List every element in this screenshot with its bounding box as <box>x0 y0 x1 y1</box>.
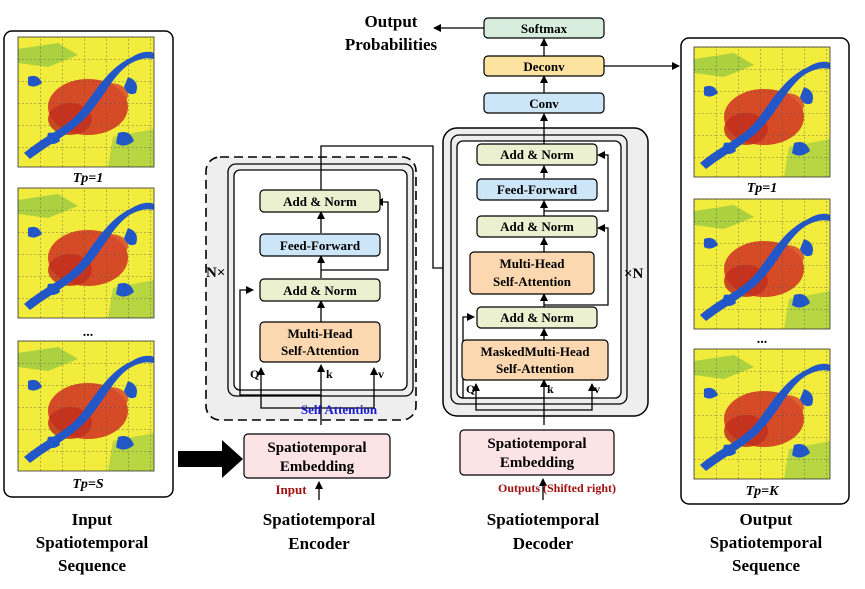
conv-label: Conv <box>529 96 559 111</box>
encoder-self-attention-label-2: Self-Attention <box>281 343 360 358</box>
svg-text:Spatiotemporal: Spatiotemporal <box>487 510 600 529</box>
output-probabilities-label-2: Probabilities <box>345 35 438 54</box>
svg-text:Spatiotemporal: Spatiotemporal <box>36 533 149 552</box>
encoder-add-norm-bottom-label: Add & Norm <box>283 283 357 298</box>
output-panel-caption: Output Spatiotemporal Sequence <box>710 510 823 575</box>
deconv-label: Deconv <box>523 59 565 74</box>
decoder-feed-forward <box>476 178 598 201</box>
encoder-feed-forward <box>259 233 381 257</box>
output-probabilities-label-1: Output <box>365 12 418 31</box>
decoder-feed-forward-label: Feed-Forward <box>497 182 578 197</box>
svg-text:Decoder: Decoder <box>513 534 574 553</box>
svg-text:Sequence: Sequence <box>732 556 800 575</box>
decoder-masked-attention-label-1: MaskedMulti-Head <box>480 344 590 359</box>
encoder-k-label: k <box>326 367 333 381</box>
encoder-add-norm-top-label: Add & Norm <box>283 194 357 209</box>
encoder-feed-forward-label: Feed-Forward <box>280 238 361 253</box>
encoder-caption: Spatiotemporal Encoder <box>263 510 376 553</box>
encoder-v-label: v <box>378 367 384 381</box>
softmax-label: Softmax <box>521 21 568 36</box>
decoder-add-norm-mid <box>476 215 598 238</box>
decoder-caption: Spatiotemporal Decoder <box>487 510 600 553</box>
svg-text:Spatiotemporal: Spatiotemporal <box>263 510 376 529</box>
encoder-embedding <box>243 433 391 479</box>
decoder-k-label: k <box>547 382 554 396</box>
input-map-frame-3 <box>17 340 155 472</box>
decoder-add-norm-bottom <box>476 306 598 329</box>
input-frame-label-ellipsis: ... <box>83 325 94 340</box>
encoder-embedding-label-2: Embedding <box>280 459 355 475</box>
decoder-cross-attention-label-2: Self-Attention <box>493 274 572 289</box>
encoder-repeat-label: N× <box>206 265 225 281</box>
input-panel: Tp=1 ... Tp=S <box>3 30 174 498</box>
output-map-frame-1 <box>693 46 831 178</box>
output-frame-label-last: Tp=K <box>746 484 781 499</box>
encoder-embedding-label-1: Spatiotemporal <box>267 440 366 456</box>
input-panel-caption: Input Spatiotemporal Sequence <box>36 510 149 575</box>
decoder-cross-attention <box>469 251 595 295</box>
encoder-self-attention <box>259 321 381 363</box>
output-frame-label-1: Tp=1 <box>747 181 778 196</box>
encoder-add-norm-bottom <box>259 278 381 302</box>
encoder-block: N× Add & Norm Feed-Forward Add & Norm Mu… <box>205 145 470 425</box>
output-map-frame-2 <box>693 198 831 330</box>
decoder-embedding <box>459 429 615 476</box>
output-head: Conv Deconv Softmax Output Probabilities <box>345 12 680 114</box>
decoder-input-label: Outputs (Shifted right) <box>498 481 616 495</box>
encoder-self-attention-label-1: Multi-Head <box>288 326 354 341</box>
input-to-embedding-arrow <box>178 440 243 478</box>
input-frame-label-last: Tp=S <box>72 477 104 492</box>
svg-text:Encoder: Encoder <box>288 534 350 553</box>
input-map-frame-2 <box>17 187 155 319</box>
input-map-frame-1 <box>17 36 155 168</box>
input-frame-label-1: Tp=1 <box>73 171 104 186</box>
decoder-add-norm-bottom-label: Add & Norm <box>500 310 574 325</box>
output-map-frame-3 <box>693 348 831 480</box>
svg-text:Spatiotemporal: Spatiotemporal <box>710 533 823 552</box>
svg-text:Sequence: Sequence <box>58 556 126 575</box>
svg-text:Input: Input <box>72 510 113 529</box>
decoder-add-norm-top <box>476 143 598 166</box>
decoder-v-label: v <box>594 382 600 396</box>
decoder-q-label: Q <box>466 382 475 396</box>
decoder-repeat-label: ×N <box>624 266 644 282</box>
decoder-embedding-label-2: Embedding <box>500 455 575 471</box>
encoder-input-label: Input <box>275 482 307 497</box>
decoder-add-norm-top-label: Add & Norm <box>500 147 574 162</box>
decoder-add-norm-mid-label: Add & Norm <box>500 219 574 234</box>
decoder-masked-attention-label-2: Self-Attention <box>496 361 575 376</box>
decoder-embedding-label-1: Spatiotemporal <box>487 436 586 452</box>
svg-text:Output: Output <box>740 510 793 529</box>
decoder-cross-attention-label-1: Multi-Head <box>500 256 566 271</box>
output-frame-label-ellipsis: ... <box>757 332 768 347</box>
encoder-q-label: Q <box>250 367 259 381</box>
decoder-block: ×N Add & Norm Feed-Forward Add & Norm Mu… <box>442 113 649 425</box>
encoder-add-norm-top <box>259 189 381 213</box>
decoder-masked-attention <box>461 339 609 381</box>
output-panel: Tp=1 ... Tp=K <box>680 37 850 505</box>
encoder-self-attention-note: Self Attention <box>301 402 378 417</box>
